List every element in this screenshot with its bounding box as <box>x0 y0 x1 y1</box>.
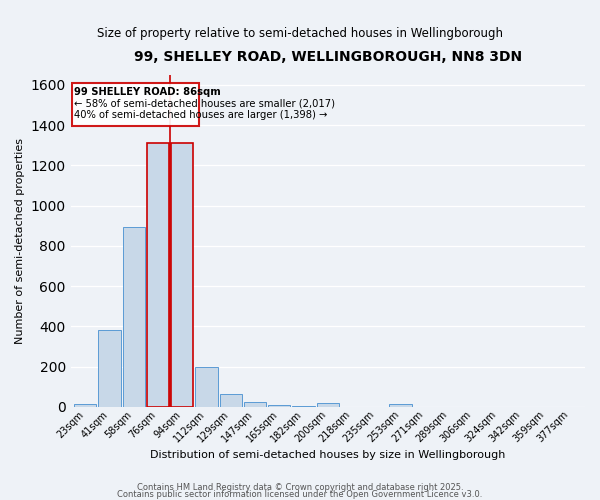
Text: Contains public sector information licensed under the Open Government Licence v3: Contains public sector information licen… <box>118 490 482 499</box>
Text: 40% of semi-detached houses are larger (1,398) →: 40% of semi-detached houses are larger (… <box>74 110 328 120</box>
Bar <box>220 394 242 407</box>
Bar <box>268 404 290 407</box>
Bar <box>244 402 266 407</box>
Bar <box>389 404 412 407</box>
Bar <box>98 330 121 407</box>
Bar <box>171 144 193 407</box>
Text: 99 SHELLEY ROAD: 86sqm: 99 SHELLEY ROAD: 86sqm <box>74 86 221 97</box>
Text: Size of property relative to semi-detached houses in Wellingborough: Size of property relative to semi-detach… <box>97 28 503 40</box>
X-axis label: Distribution of semi-detached houses by size in Wellingborough: Distribution of semi-detached houses by … <box>150 450 506 460</box>
Bar <box>74 404 97 407</box>
FancyBboxPatch shape <box>72 83 199 126</box>
Text: ← 58% of semi-detached houses are smaller (2,017): ← 58% of semi-detached houses are smalle… <box>74 98 335 108</box>
Bar <box>196 366 218 407</box>
Y-axis label: Number of semi-detached properties: Number of semi-detached properties <box>15 138 25 344</box>
Bar <box>292 406 315 407</box>
Bar <box>317 402 339 407</box>
Bar <box>122 226 145 407</box>
Bar <box>147 144 169 407</box>
Title: 99, SHELLEY ROAD, WELLINGBOROUGH, NN8 3DN: 99, SHELLEY ROAD, WELLINGBOROUGH, NN8 3D… <box>134 50 522 64</box>
Text: Contains HM Land Registry data © Crown copyright and database right 2025.: Contains HM Land Registry data © Crown c… <box>137 484 463 492</box>
